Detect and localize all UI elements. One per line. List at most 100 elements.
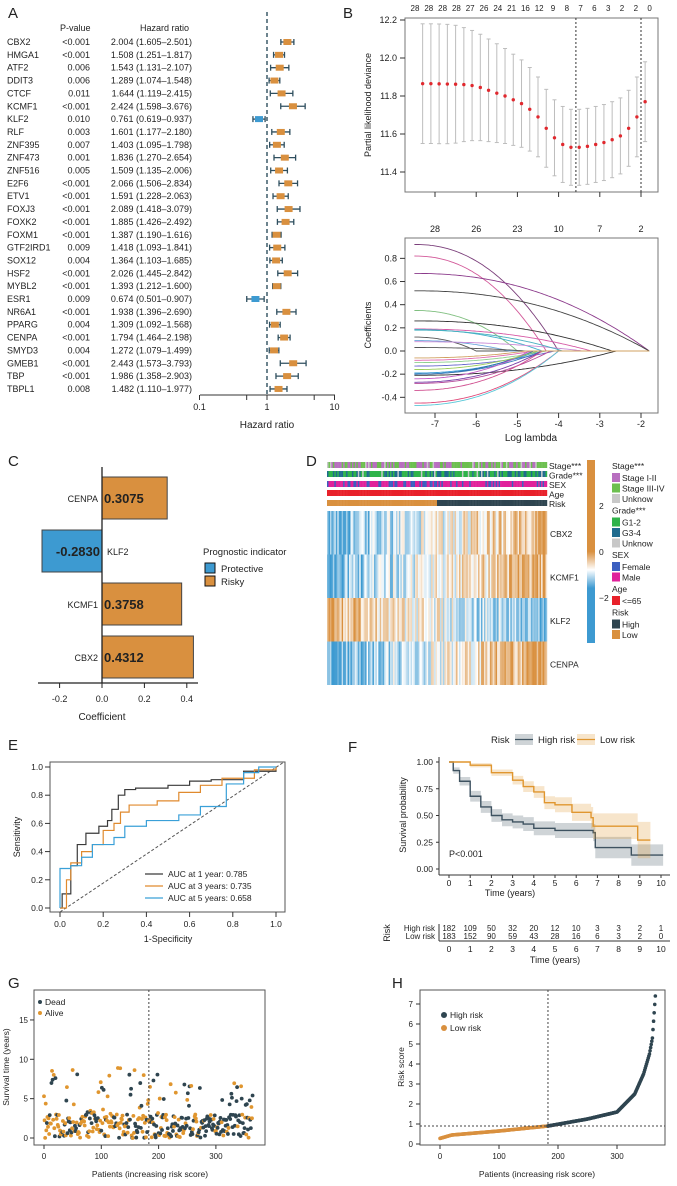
risk-annotation-cell bbox=[394, 500, 397, 506]
risk-annotation-cell bbox=[527, 500, 530, 506]
heatmap-cell bbox=[536, 641, 539, 685]
grade-annotation-cell bbox=[410, 471, 413, 477]
dead-point bbox=[103, 1134, 108, 1138]
age-annotation-cell bbox=[394, 490, 397, 496]
alive-point bbox=[71, 1120, 76, 1124]
heatmap-cell bbox=[329, 641, 332, 685]
heatmap-cell bbox=[451, 641, 454, 685]
hazard-ratio-text: 1.543 (1.131–2.107) bbox=[111, 63, 192, 73]
grade-annotation-cell bbox=[461, 471, 464, 477]
at-risk-count: 32 bbox=[508, 924, 517, 933]
deviance-point bbox=[569, 145, 573, 149]
high-risk-point bbox=[650, 1036, 655, 1040]
alive-point bbox=[130, 1136, 135, 1140]
heatmap-cell bbox=[401, 641, 404, 685]
alive-point bbox=[176, 1117, 181, 1122]
x-tick-label: 10 bbox=[656, 878, 666, 888]
risk-annotation-cell bbox=[460, 500, 463, 506]
heatmap-cell bbox=[343, 511, 345, 555]
age-annotation-cell bbox=[503, 490, 505, 496]
coefficient-path bbox=[414, 336, 650, 352]
alive-point bbox=[107, 1073, 112, 1078]
sex-annotation-cell bbox=[479, 481, 482, 487]
dead-point bbox=[244, 1102, 249, 1107]
heatmap-cell bbox=[413, 641, 416, 685]
heatmap-cell bbox=[510, 598, 512, 642]
hazard-ratio-text: 1.836 (1.270–2.654) bbox=[111, 153, 192, 163]
grade-annotation-cell bbox=[536, 471, 539, 477]
sex-annotation-cell bbox=[335, 481, 338, 487]
risk-annotation-cell bbox=[539, 500, 542, 506]
x-tick-label: 0 bbox=[42, 1152, 47, 1161]
heatmap-cell bbox=[390, 511, 392, 555]
risk-annotation-cell bbox=[479, 500, 482, 506]
stage-annotation-cell bbox=[415, 462, 417, 468]
risk-annotation-cell bbox=[439, 500, 442, 506]
heatmap-cell bbox=[473, 598, 476, 642]
deviance-point bbox=[437, 82, 441, 86]
gene-label: ZNF395 bbox=[7, 140, 40, 150]
coefficient-path bbox=[414, 347, 650, 352]
heatmap-cell bbox=[332, 641, 335, 685]
heatmap-cell bbox=[516, 511, 518, 555]
sex-annotation-cell bbox=[457, 481, 460, 487]
heatmap-cell bbox=[349, 554, 351, 598]
alive-point bbox=[43, 1136, 48, 1140]
sex-annotation-cell bbox=[469, 481, 471, 487]
heatmap-cell bbox=[432, 641, 435, 685]
age-annotation-cell bbox=[378, 490, 380, 496]
stage-annotation-cell bbox=[476, 462, 479, 468]
heatmap-cell bbox=[459, 511, 461, 555]
grade-annotation-cell bbox=[425, 471, 427, 477]
risk-annotation-cell bbox=[464, 500, 467, 506]
age-annotation-cell bbox=[417, 490, 420, 496]
sex-annotation-cell bbox=[404, 481, 407, 487]
sex-annotation-cell bbox=[413, 481, 416, 487]
heatmap-cell bbox=[409, 554, 411, 598]
stage-annotation-cell bbox=[340, 462, 342, 468]
alive-point bbox=[98, 1080, 103, 1085]
heatmap-cell bbox=[384, 554, 386, 598]
heatmap-cell bbox=[510, 554, 512, 598]
gene-label: KCMF1 bbox=[7, 101, 38, 111]
heatmap-cell bbox=[393, 598, 395, 642]
heatmap-cell bbox=[470, 554, 473, 598]
stage-annotation-cell bbox=[368, 462, 370, 468]
alive-point bbox=[163, 1134, 168, 1139]
age-annotation-cell bbox=[514, 490, 517, 496]
alive-point bbox=[100, 1121, 105, 1126]
heatmap-cell bbox=[369, 598, 372, 642]
grade-annotation-cell bbox=[362, 471, 364, 477]
sex-annotation-cell bbox=[369, 481, 372, 487]
heatmap-cell bbox=[491, 598, 493, 642]
deviance-point bbox=[519, 101, 524, 106]
heatmap-cell bbox=[470, 511, 473, 555]
heatmap-cell bbox=[335, 554, 338, 598]
heatmap-cell bbox=[489, 511, 492, 555]
stage-annotation-cell bbox=[417, 462, 420, 468]
dead-point bbox=[158, 1131, 163, 1136]
grade-annotation-cell bbox=[419, 471, 422, 477]
stage-annotation-cell bbox=[448, 462, 451, 468]
sex-annotation-cell bbox=[385, 481, 388, 487]
heatmap-cell bbox=[450, 511, 452, 555]
dead-point bbox=[126, 1125, 131, 1130]
heatmap-cell bbox=[479, 511, 482, 555]
grade-annotation-cell bbox=[494, 471, 496, 477]
heatmap-cell bbox=[431, 641, 433, 685]
heatmap-cell bbox=[448, 641, 451, 685]
roc-curve bbox=[59, 766, 276, 908]
heatmap-cell bbox=[395, 598, 398, 642]
heatmap-cell bbox=[507, 641, 510, 685]
stage-annotation-cell bbox=[508, 462, 511, 468]
age-annotation-cell bbox=[520, 490, 523, 496]
heatmap-cell bbox=[516, 598, 518, 642]
risk-annotation-cell bbox=[510, 500, 512, 506]
heatmap-cell bbox=[441, 554, 444, 598]
heatmap-cell bbox=[384, 511, 386, 555]
forest-row: CBX2 <0.001 2.004 (1.605–2.501) bbox=[7, 37, 295, 47]
heatmap-cell bbox=[435, 598, 438, 642]
heatmap-cell bbox=[519, 598, 521, 642]
risk-annotation-cell bbox=[453, 500, 455, 506]
deviance-point bbox=[585, 144, 590, 149]
